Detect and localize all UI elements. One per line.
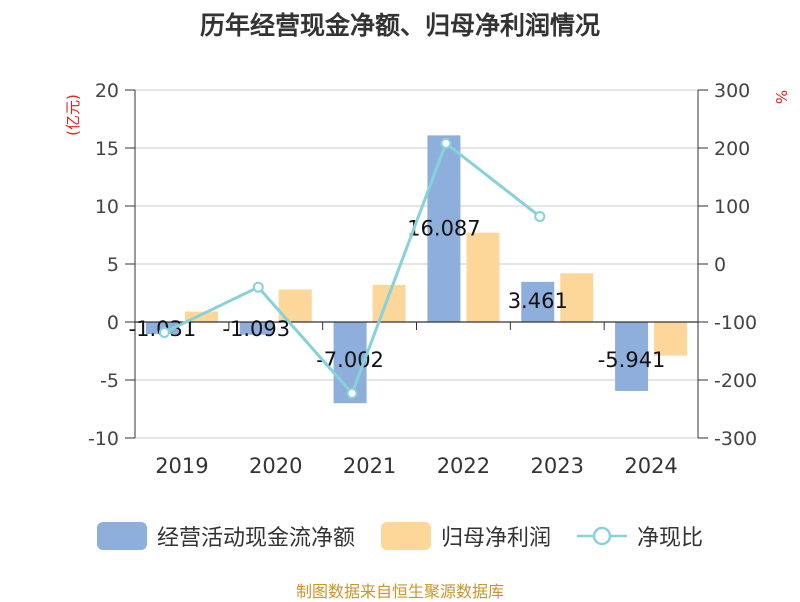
- left-axis-tick-label: 10: [95, 196, 119, 218]
- left-axis-tick-label: -10: [88, 428, 119, 450]
- netprofit-bar: [466, 232, 500, 322]
- ratio-point: [534, 210, 546, 222]
- ratio-point: [158, 326, 170, 338]
- right-axis-tick-label: 300: [714, 80, 750, 102]
- ratio-point: [440, 137, 452, 149]
- x-axis-category-label: 2019: [155, 454, 208, 478]
- cashflow-data-label: 16.087: [407, 216, 480, 240]
- right-axis-tick-label: -100: [714, 312, 757, 334]
- right-axis-unit: %: [772, 90, 790, 104]
- cashflow-data-label: 3.461: [508, 289, 568, 313]
- left-axis-tick-label: -5: [100, 370, 119, 392]
- legend-label-netprofit: 归母净利润: [440, 526, 551, 551]
- cashflow-bar: [239, 322, 273, 335]
- legend-swatch-ratio: [577, 526, 627, 546]
- x-axis-category-label: 2021: [343, 454, 396, 478]
- legend-swatch-cashflow: [96, 522, 147, 550]
- left-axis-tick-label: 5: [107, 254, 119, 276]
- legend-label-ratio: 净现比: [637, 526, 704, 551]
- right-axis-tick-label: 100: [714, 196, 750, 218]
- cashflow-data-label: -7.002: [316, 348, 384, 372]
- x-axis-category-label: 2024: [624, 454, 677, 478]
- legend-item-netprofit[interactable]: 归母净利润: [380, 520, 551, 552]
- legend-swatch-netprofit: [380, 522, 431, 550]
- netprofit-bar: [560, 273, 594, 322]
- right-axis-tick-label: 200: [714, 138, 750, 160]
- x-axis-category-label: 2023: [531, 454, 584, 478]
- left-axis-tick-label: 15: [95, 138, 119, 160]
- netprofit-bar: [184, 311, 218, 322]
- data-source-note: 制图数据来自恒生聚源数据库: [295, 582, 504, 601]
- cashflow-data-label: -5.941: [598, 348, 666, 372]
- cashflow-bar: [615, 322, 649, 391]
- left-axis-tick-label: 0: [107, 312, 119, 334]
- right-axis-tick-label: -300: [714, 428, 757, 450]
- left-axis-tick-label: 20: [95, 80, 119, 102]
- cashflow-bar: [521, 281, 555, 322]
- right-axis-tick-label: 0: [714, 254, 726, 276]
- x-axis-category-label: 2020: [249, 454, 302, 478]
- legend-item-ratio[interactable]: 净现比: [577, 520, 703, 552]
- x-axis-category-label: 2022: [437, 454, 490, 478]
- cashflow-data-label: -1.093: [222, 317, 290, 341]
- netprofit-bar: [654, 322, 688, 356]
- left-axis-unit: (亿元): [64, 94, 82, 136]
- legend-item-cashflow[interactable]: 经营活动现金流净额: [96, 520, 355, 552]
- chart-canvas: 20 15 10 5 0 -5 -10 300 200 100 0 -100 -200 -300 (亿元)%…: [64, 80, 790, 478]
- netprofit-bar: [372, 284, 406, 322]
- legend-label-cashflow: 经营活动现金流净额: [156, 526, 355, 551]
- chart-title: 历年经营现金净额、归母净利润情况: [199, 11, 600, 40]
- cashflow-bar: [427, 135, 461, 322]
- right-axis-tick-label: -200: [714, 370, 757, 392]
- ratio-point: [346, 387, 358, 399]
- ratio-point: [252, 281, 264, 293]
- chart-legend: 经营活动现金流净额 归母净利润 净现比: [0, 516, 800, 556]
